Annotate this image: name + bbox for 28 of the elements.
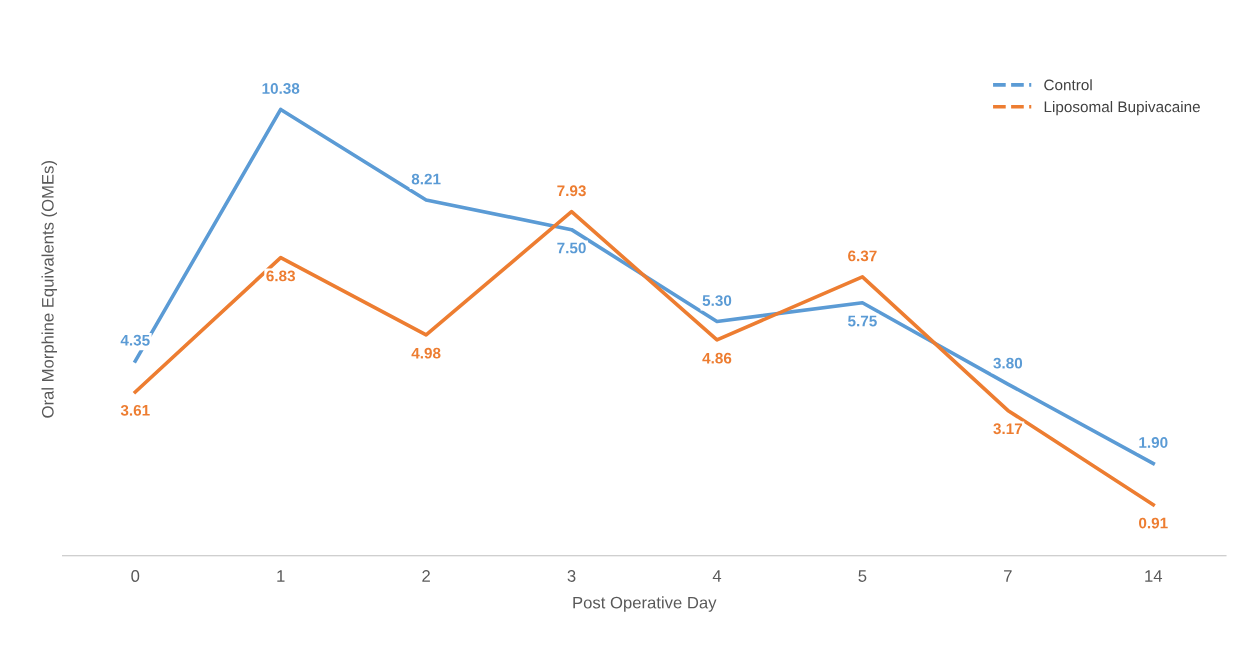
data-label: 3.80 [993, 357, 1023, 369]
data-label: 7.93 [557, 185, 586, 197]
y-axis-title: Oral Morphine Equivalents (OMEs) [41, 161, 57, 418]
data-label: 4.98 [411, 347, 441, 359]
data-label: 0.91 [1139, 517, 1168, 529]
x-tick-label: 7 [1004, 570, 1012, 582]
legend-label: Liposomal Bupivacaine [1044, 101, 1200, 116]
x-tick-label: 4 [712, 570, 722, 582]
data-label: 7.50 [557, 242, 586, 254]
data-label: 1.90 [1139, 437, 1168, 448]
data-label: 10.38 [262, 83, 300, 94]
data-label: 5.30 [702, 295, 732, 306]
x-tick-label: 0 [131, 570, 140, 582]
data-label: 3.17 [993, 423, 1023, 435]
data-label: 6.37 [848, 250, 877, 262]
data-label: 5.75 [848, 315, 877, 327]
data-label: 4.35 [120, 334, 150, 346]
legend-label: Control [1044, 79, 1092, 91]
x-tick-label: 14 [1145, 570, 1163, 582]
x-tick-label: 5 [858, 570, 867, 582]
data-label: 6.83 [266, 270, 296, 282]
x-tick-label: 2 [422, 570, 430, 582]
data-label: 3.61 [120, 404, 150, 416]
data-label: 4.86 [702, 352, 732, 364]
x-tick-label: 3 [567, 570, 576, 582]
x-tick-label: 1 [277, 570, 285, 582]
x-axis-title: Post Operative Day [573, 596, 717, 612]
data-label: 8.21 [411, 173, 441, 185]
